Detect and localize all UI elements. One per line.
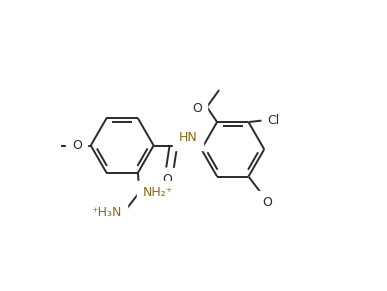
Text: O: O xyxy=(262,196,272,209)
Text: NH₂⁺: NH₂⁺ xyxy=(143,186,173,199)
Text: Cl: Cl xyxy=(267,114,280,127)
Text: ⁺H₃N: ⁺H₃N xyxy=(92,206,122,219)
Text: HN: HN xyxy=(179,131,198,144)
Text: O: O xyxy=(163,173,173,187)
Text: O: O xyxy=(192,102,202,115)
Text: O: O xyxy=(72,139,82,152)
